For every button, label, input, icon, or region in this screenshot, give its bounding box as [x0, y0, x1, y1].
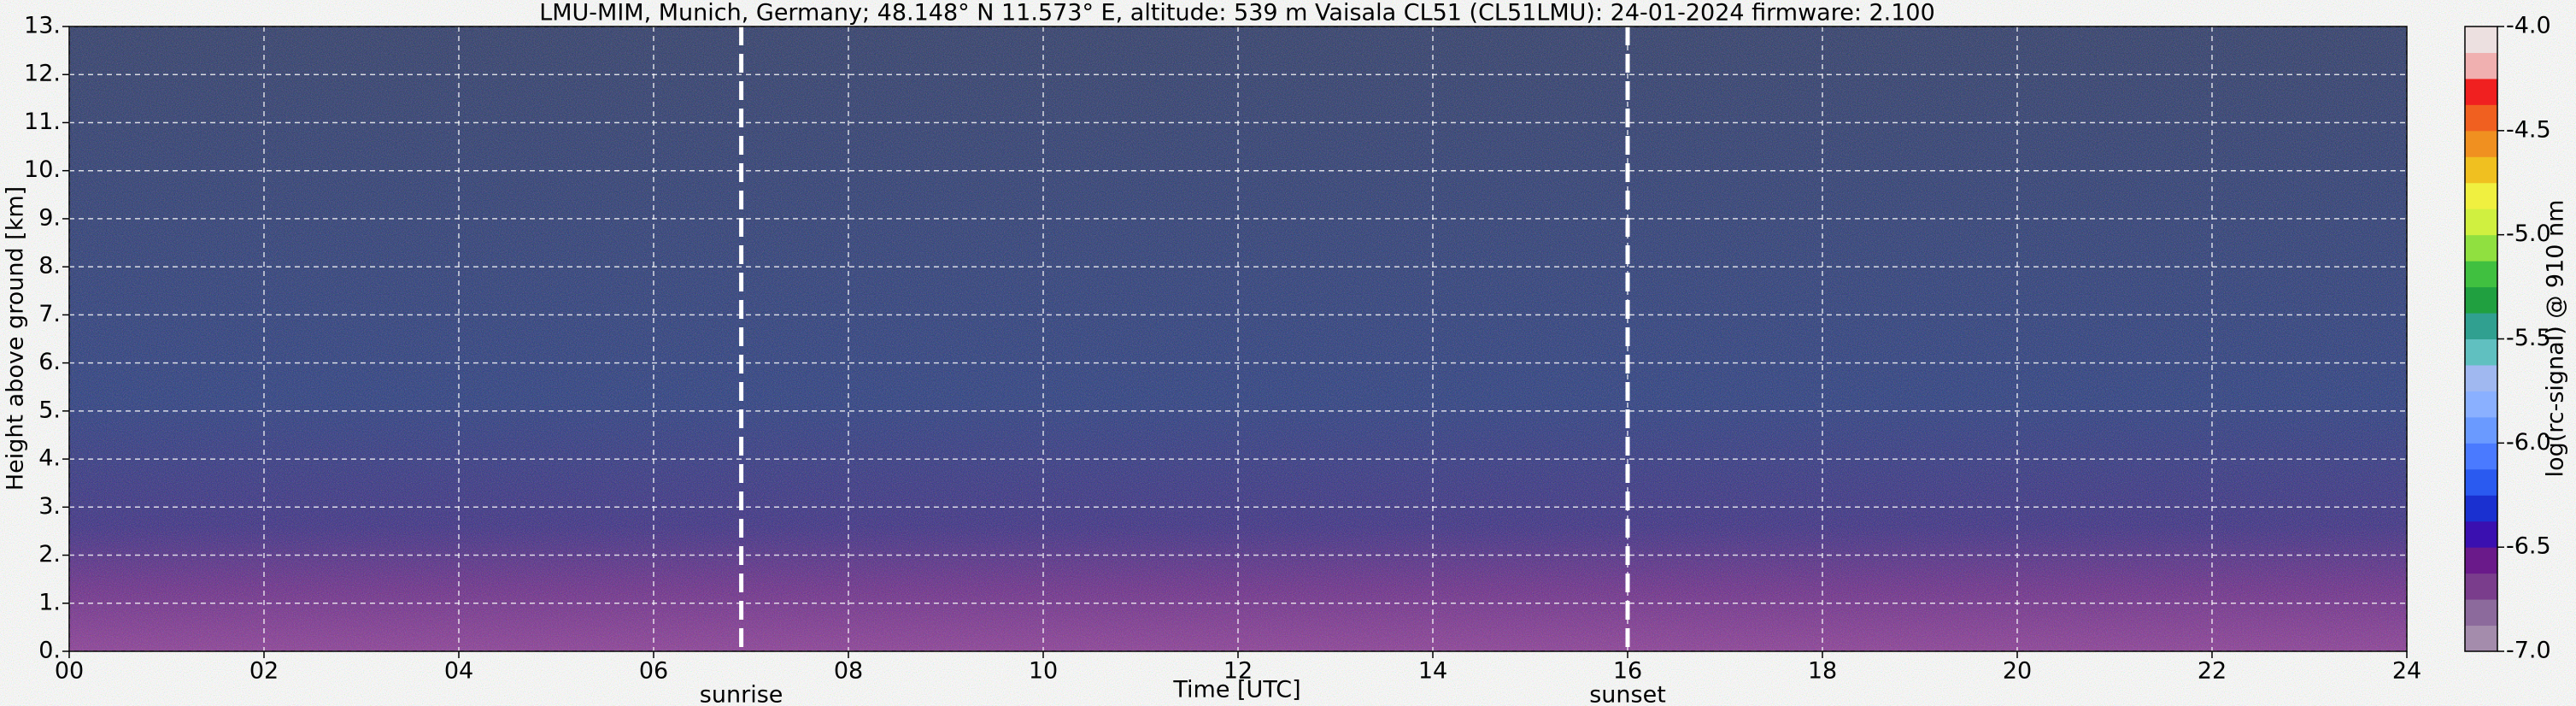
colorbar-level [2465, 573, 2497, 600]
colorbar-level [2465, 443, 2497, 470]
x-tick-label: 04 [444, 658, 473, 685]
colorbar-level [2465, 26, 2497, 53]
y-tick-label: 8. [38, 253, 61, 279]
colorbar-level [2465, 234, 2497, 262]
colorbar-level [2465, 547, 2497, 574]
colorbar-tick-label: -6.0 [2506, 429, 2551, 456]
y-tick-label: 0. [38, 638, 61, 664]
colorbar-level [2465, 286, 2497, 314]
colorbar-level [2465, 364, 2497, 391]
y-tick-label: 2. [38, 541, 61, 568]
y-tick-label: 11. [24, 109, 61, 135]
colorbar-level [2465, 521, 2497, 548]
colorbar-label: log(rc-signal) @ 910 nm [2543, 200, 2569, 478]
x-tick-label: 14 [1418, 658, 1447, 685]
colorbar-level [2465, 338, 2497, 366]
colorbar-level [2465, 416, 2497, 444]
colorbar-level [2465, 104, 2497, 132]
x-tick-label: 24 [2392, 658, 2421, 685]
colorbar-level [2465, 391, 2497, 418]
x-tick-label: 06 [639, 658, 668, 685]
colorbar-tick-label: -7.0 [2506, 638, 2551, 664]
y-tick-label: 12. [24, 61, 61, 87]
y-tick-label: 1. [38, 589, 61, 615]
colorbar-level [2465, 468, 2497, 496]
x-tick-label: 10 [1029, 658, 1058, 685]
colorbar-tick-label: -6.5 [2506, 533, 2551, 560]
y-tick-label: 7. [38, 301, 61, 327]
y-tick-label: 5. [38, 397, 61, 423]
x-tick-label: 16 [1613, 658, 1642, 685]
annotation-label: sunrise [700, 682, 783, 706]
colorbar-level [2465, 599, 2497, 627]
colorbar-level [2465, 78, 2497, 105]
x-tick-label: 18 [1808, 658, 1837, 685]
x-axis-label: Time [UTC] [1172, 677, 1300, 703]
colorbar-level [2465, 495, 2497, 522]
colorbar-tick-label: -4.5 [2506, 116, 2551, 143]
x-tick-label: 22 [2198, 658, 2227, 685]
colorbar-level [2465, 261, 2497, 288]
colorbar-tick-label: -4.0 [2506, 13, 2551, 39]
y-tick-label: 3. [38, 493, 61, 520]
y-tick-label: 13. [24, 13, 61, 39]
colorbar-level [2465, 313, 2497, 339]
y-axis-label: Height above ground [km] [3, 186, 29, 491]
y-tick-label: 4. [38, 445, 61, 472]
annotation-label: sunset [1589, 682, 1666, 706]
y-tick-label: 9. [38, 204, 61, 231]
colorbar-level [2465, 209, 2497, 236]
chart-title: LMU-MIM, Munich, Germany; 48.148° N 11.5… [539, 0, 1935, 26]
x-tick-label: 00 [55, 658, 84, 685]
colorbar-level [2465, 182, 2497, 209]
colorbar-level [2465, 130, 2497, 157]
y-tick-label: 10. [24, 156, 61, 183]
colorbar-level [2465, 52, 2497, 79]
colorbar-level [2465, 156, 2497, 184]
x-tick-label: 12 [1223, 658, 1253, 685]
x-tick-label: 20 [2003, 658, 2032, 685]
colorbar-level [2465, 625, 2497, 652]
x-tick-label: 08 [834, 658, 863, 685]
y-tick-label: 6. [38, 349, 61, 375]
x-tick-label: 02 [249, 658, 279, 685]
colorbar-tick-label: -5.5 [2506, 325, 2551, 351]
colorbar-tick-label: -5.0 [2506, 221, 2551, 247]
